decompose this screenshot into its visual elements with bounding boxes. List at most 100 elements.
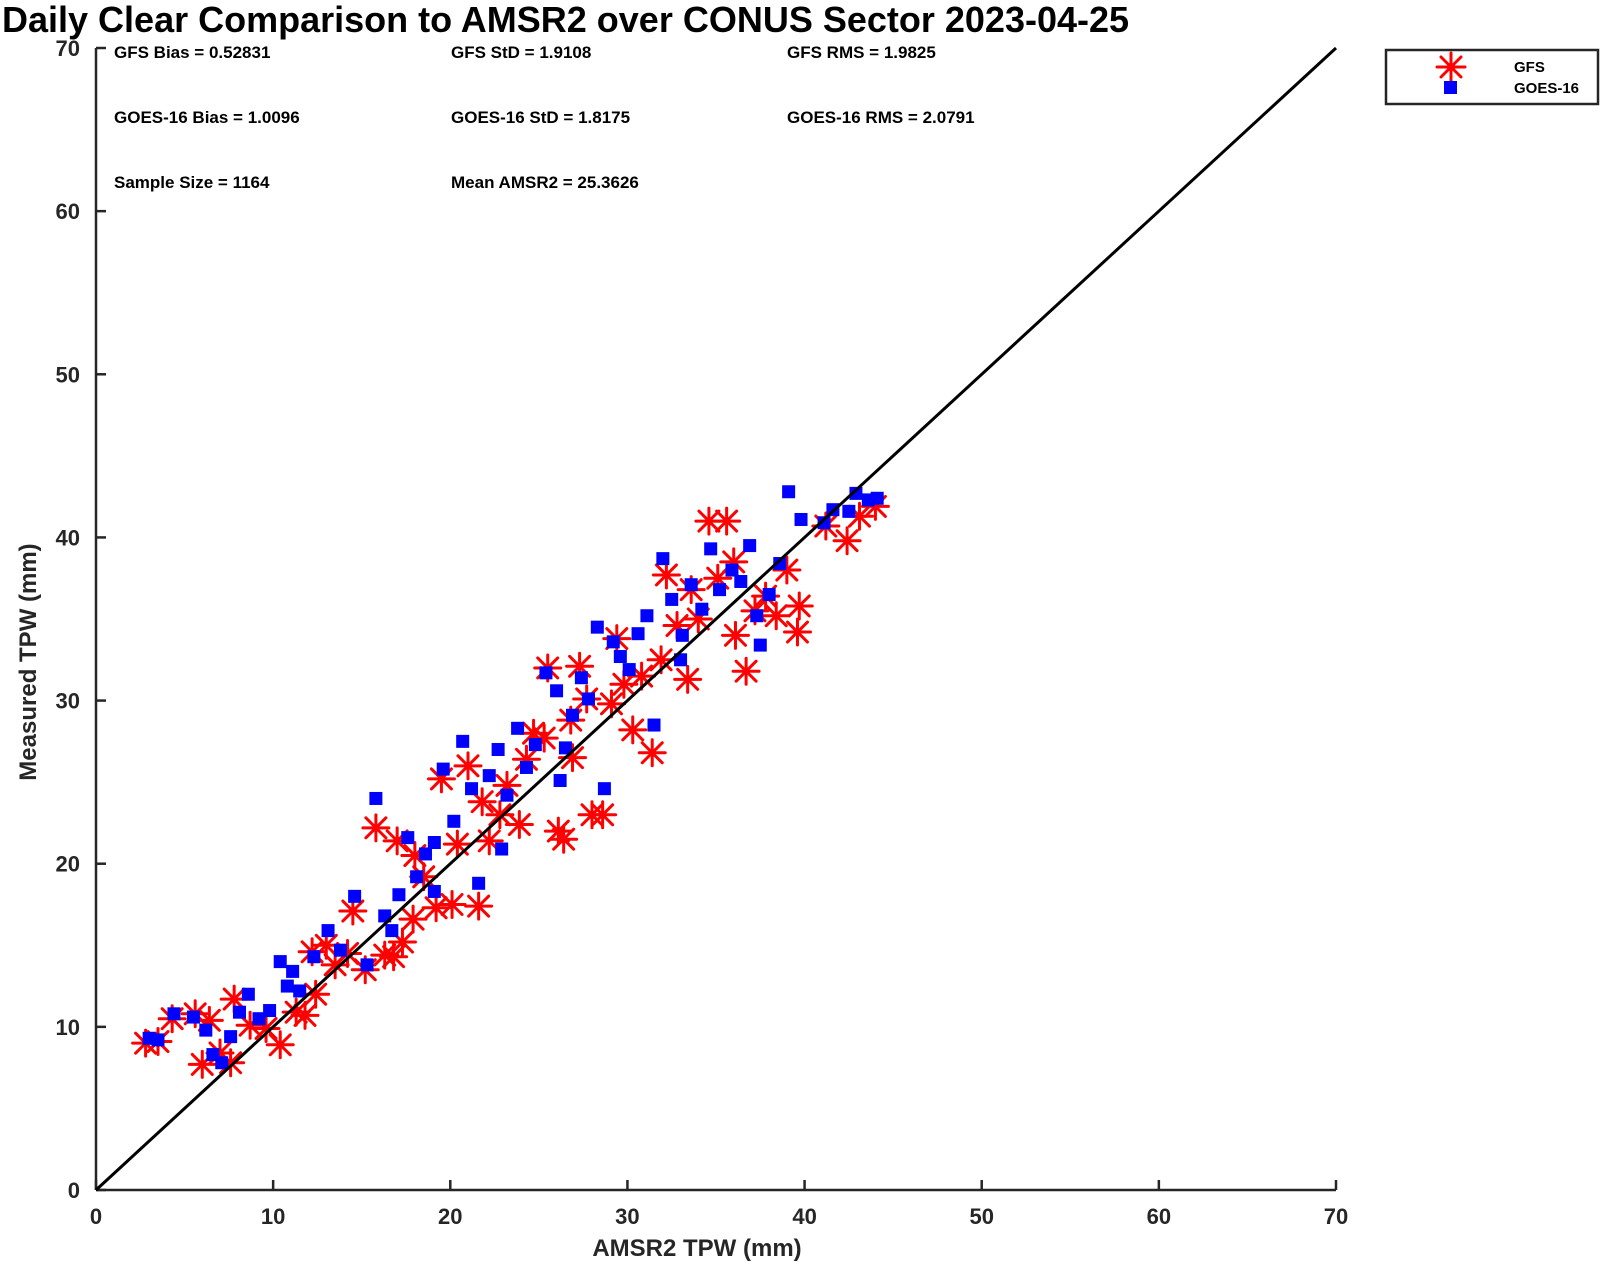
goes-point xyxy=(870,491,884,505)
goes-point xyxy=(436,762,450,776)
goes-point xyxy=(456,734,470,748)
goes-point xyxy=(427,884,441,898)
goes-point xyxy=(280,979,294,993)
goes-point xyxy=(369,791,383,805)
statistics-block: GFS Bias = 0.52831 GFS StD = 1.9108 GFS … xyxy=(114,43,975,192)
goes-point xyxy=(293,984,307,998)
goes-point xyxy=(392,888,406,902)
goes-point xyxy=(656,552,670,566)
goes-point xyxy=(762,588,776,602)
goes-std-text: GOES-16 StD = 1.8175 xyxy=(451,108,630,127)
gfs-rms-text: GFS RMS = 1.9825 xyxy=(787,43,936,62)
one-to-one-line xyxy=(94,46,1338,1192)
goes-point xyxy=(252,1012,266,1026)
goes-point xyxy=(743,539,757,553)
y-tick-label: 30 xyxy=(56,689,80,714)
goes-point xyxy=(753,638,767,652)
goes-point xyxy=(360,958,374,972)
goes-point xyxy=(725,563,739,577)
legend-goes-label: GOES-16 xyxy=(1514,80,1579,97)
goes-point xyxy=(519,760,533,774)
gfs-point xyxy=(549,824,579,854)
goes-point xyxy=(528,738,542,752)
x-tick-label: 20 xyxy=(438,1204,462,1229)
gfs-point xyxy=(637,738,667,768)
goes-point xyxy=(151,1033,165,1047)
goes-point xyxy=(273,955,287,969)
goes-point xyxy=(750,609,764,623)
goes-point xyxy=(186,1010,200,1024)
goes-bias-text: GOES-16 Bias = 1.0096 xyxy=(114,108,300,127)
goes-point xyxy=(842,504,856,518)
goes-point xyxy=(550,684,564,698)
y-tick-label: 20 xyxy=(56,852,80,877)
goes-point xyxy=(734,574,748,588)
x-tick-label: 70 xyxy=(1324,1204,1348,1229)
goes-point xyxy=(418,847,432,861)
goes-point xyxy=(472,876,486,890)
goes-point xyxy=(773,557,787,571)
goes-point xyxy=(566,708,580,722)
goes-point xyxy=(465,782,479,796)
goes-point xyxy=(447,814,461,828)
legend: GFS GOES-16 xyxy=(1384,48,1600,106)
goes-point xyxy=(539,666,553,680)
gfs-point xyxy=(290,1000,320,1030)
y-tick-label: 0 xyxy=(68,1178,80,1203)
goes-point xyxy=(500,788,514,802)
gfs-point xyxy=(782,617,812,647)
goes-point xyxy=(215,1056,229,1070)
goes-point xyxy=(401,831,415,845)
gfs-point xyxy=(361,813,391,843)
goes-point xyxy=(511,721,525,735)
y-tick-label: 50 xyxy=(56,362,80,387)
goes-point xyxy=(199,1023,213,1037)
goes-point xyxy=(553,774,567,788)
gfs-point xyxy=(761,601,791,631)
gfs-point xyxy=(651,560,681,590)
gfs-point xyxy=(673,664,703,694)
goes-point xyxy=(321,924,335,938)
plot-area: 0 10 20 30 40 50 60 70 0 10 20 30 40 50 60 70 xyxy=(56,36,1349,1229)
x-tick-label: 60 xyxy=(1147,1204,1171,1229)
goes-point xyxy=(794,512,808,526)
gfs-point xyxy=(588,800,618,830)
gfs-point xyxy=(379,942,409,972)
goes-point xyxy=(597,782,611,796)
x-tick-label: 40 xyxy=(792,1204,816,1229)
y-tick-label: 70 xyxy=(56,36,80,61)
legend-box xyxy=(1384,48,1600,106)
goes-point xyxy=(590,620,604,634)
goes-series xyxy=(142,485,884,1070)
x-tick-label: 50 xyxy=(969,1204,993,1229)
goes-point xyxy=(167,1007,181,1021)
goes-point xyxy=(232,1005,246,1019)
goes-point xyxy=(782,485,796,499)
gfs-point xyxy=(467,787,497,817)
goes-point xyxy=(491,743,505,757)
gfs-point xyxy=(712,506,742,536)
goes-point xyxy=(640,609,654,623)
gfs-point xyxy=(301,979,331,1009)
gfs-point xyxy=(694,506,724,536)
goes-point xyxy=(647,718,661,732)
gfs-point xyxy=(398,904,428,934)
goes-point xyxy=(495,842,509,856)
goes-point xyxy=(286,964,300,978)
goes-rms-text: GOES-16 RMS = 2.0791 xyxy=(787,108,975,127)
goes-point xyxy=(695,602,709,616)
goes-point xyxy=(558,741,572,755)
goes-point xyxy=(704,542,718,556)
goes-point xyxy=(713,583,727,597)
y-tick-label: 10 xyxy=(56,1015,80,1040)
y-tick-label: 60 xyxy=(56,199,80,224)
gfs-point xyxy=(453,751,483,781)
gfs-point xyxy=(731,656,761,686)
x-tick-label: 30 xyxy=(615,1204,639,1229)
goes-point xyxy=(675,628,689,642)
goes-point xyxy=(817,516,831,530)
goes-point xyxy=(224,1030,238,1044)
gfs-point xyxy=(720,620,750,650)
gfs-point xyxy=(832,526,862,556)
sample-size-text: Sample Size = 1164 xyxy=(114,173,270,192)
